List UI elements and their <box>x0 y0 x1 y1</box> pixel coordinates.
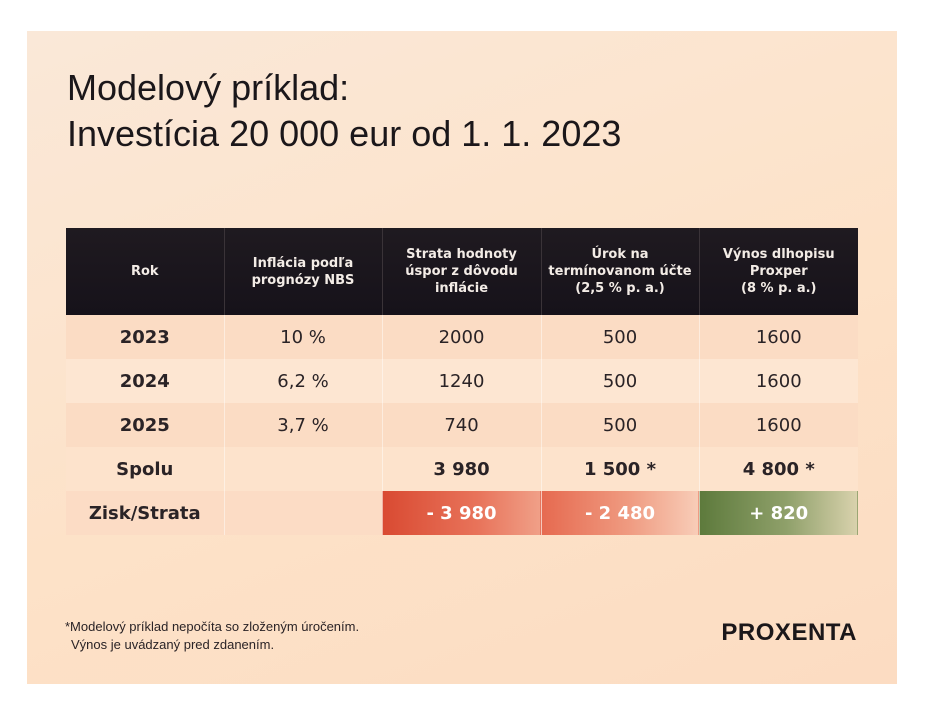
cell-result-value-loss: - 3 980 <box>381 491 541 535</box>
cell-result-label: Zisk/Strata <box>66 491 224 535</box>
table-row-2025: 2025 3,7 % 740 500 1600 <box>66 403 858 447</box>
header-inflation: Inflácia podľa prognózy NBS <box>223 228 382 315</box>
cell-value-loss: 1240 <box>381 359 541 403</box>
cell-result-deposit: - 2 480 <box>540 491 699 535</box>
table-row-2023: 2023 10 % 2000 500 1600 <box>66 315 858 359</box>
cell-inflation: 3,7 % <box>223 403 382 447</box>
cell-total-label: Spolu <box>66 447 224 491</box>
cell-year: 2023 <box>66 315 224 359</box>
comparison-table: Rok Inflácia podľa prognózy NBS Strata h… <box>66 228 858 535</box>
page-subtitle: Investícia 20 000 eur od 1. 1. 2023 <box>67 113 622 154</box>
cell-bond-yield: 1600 <box>698 359 858 403</box>
table-row-total: Spolu 3 980 1 500 * 4 800 * <box>66 447 858 491</box>
cell-deposit-interest: 500 <box>540 315 699 359</box>
footnote-line-1: *Modelový príklad nepočíta so zloženým ú… <box>65 619 360 634</box>
cell-deposit-interest: 500 <box>540 359 699 403</box>
cell-total-value-loss: 3 980 <box>381 447 541 491</box>
brand-logo: PROXENTA <box>721 619 857 646</box>
cell-inflation: 10 % <box>223 315 382 359</box>
cell-bond-yield: 1600 <box>698 315 858 359</box>
header-deposit-interest: Úrok na termínovanom účte (2,5 % p. a.) <box>540 228 699 315</box>
infographic-card: Modelový príklad: Investícia 20 000 eur … <box>27 31 897 684</box>
cell-deposit-interest: 500 <box>540 403 699 447</box>
table-row-result: Zisk/Strata - 3 980 - 2 480 + 820 <box>66 491 858 535</box>
header-bond-yield: Výnos dlhopisu Proxper (8 % p. a.) <box>698 228 858 315</box>
cell-total-bond-yield: 4 800 * <box>698 447 858 491</box>
cell-result-bond: + 820 <box>698 491 858 535</box>
footnote-line-2: Výnos je uvádzaný pred zdanením. <box>71 637 275 652</box>
cell-total-inflation <box>223 447 382 491</box>
cell-year: 2025 <box>66 403 224 447</box>
cell-value-loss: 740 <box>381 403 541 447</box>
cell-value-loss: 2000 <box>381 315 541 359</box>
header-year: Rok <box>66 228 224 315</box>
footnote: *Modelový príklad nepočíta so zloženým ú… <box>65 618 359 654</box>
cell-bond-yield: 1600 <box>698 403 858 447</box>
page-title: Modelový príklad: <box>67 67 350 108</box>
cell-result-inflation <box>223 491 382 535</box>
cell-year: 2024 <box>66 359 224 403</box>
table-header-row: Rok Inflácia podľa prognózy NBS Strata h… <box>66 228 858 315</box>
header-value-loss: Strata hodnoty úspor z dôvodu inflácie <box>381 228 541 315</box>
cell-total-deposit-interest: 1 500 * <box>540 447 699 491</box>
cell-inflation: 6,2 % <box>223 359 382 403</box>
table-row-2024: 2024 6,2 % 1240 500 1600 <box>66 359 858 403</box>
